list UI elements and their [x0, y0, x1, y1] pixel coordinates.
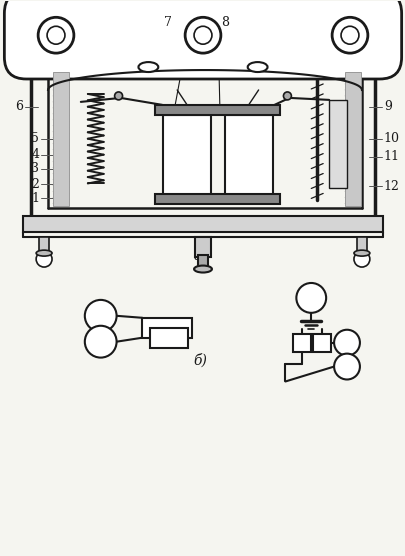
Text: К: К [95, 335, 106, 348]
Bar [198, 255, 207, 269]
Bar [224, 115, 272, 196]
Circle shape [283, 92, 291, 100]
Circle shape [36, 251, 52, 267]
Text: 3: 3 [31, 162, 39, 175]
Circle shape [47, 26, 65, 44]
Circle shape [331, 17, 367, 53]
Circle shape [185, 17, 220, 53]
Bar [53, 72, 69, 206]
Bar [356, 237, 366, 251]
Text: 11: 11 [383, 150, 399, 163]
Bar [328, 100, 346, 188]
Circle shape [333, 354, 359, 380]
Circle shape [194, 26, 211, 44]
Bar [344, 72, 360, 206]
Circle shape [38, 17, 74, 53]
Bar [23, 216, 382, 232]
Text: 2: 2 [31, 178, 39, 191]
Text: 9: 9 [383, 101, 391, 113]
Text: 8: 8 [220, 16, 228, 29]
Ellipse shape [194, 266, 211, 272]
Circle shape [114, 92, 122, 100]
Text: Б: Б [341, 361, 351, 372]
Ellipse shape [138, 62, 158, 72]
Text: 10: 10 [383, 132, 399, 145]
Text: К: К [95, 309, 106, 322]
Bar [39, 237, 49, 251]
Bar [142, 318, 192, 337]
Circle shape [333, 330, 359, 356]
Bar [313, 334, 330, 351]
Text: 1: 1 [31, 192, 39, 205]
Text: С: С [342, 337, 351, 348]
Circle shape [340, 26, 358, 44]
Text: а): а) [193, 249, 206, 263]
Bar [155, 195, 280, 205]
Ellipse shape [36, 250, 52, 256]
Text: 7: 7 [164, 16, 172, 29]
Text: б): б) [193, 354, 207, 368]
Bar [163, 115, 211, 196]
Bar [293, 334, 311, 351]
Circle shape [353, 251, 369, 267]
Circle shape [296, 283, 325, 313]
Circle shape [85, 300, 116, 332]
Circle shape [85, 326, 116, 358]
Text: КЗ: КЗ [301, 292, 320, 304]
Text: 6: 6 [15, 101, 23, 113]
Ellipse shape [247, 62, 267, 72]
Bar [150, 327, 188, 348]
FancyBboxPatch shape [4, 0, 401, 79]
Text: 12: 12 [383, 180, 399, 193]
Ellipse shape [353, 250, 369, 256]
Bar [194, 237, 211, 257]
Text: 5: 5 [31, 132, 39, 145]
Bar [155, 105, 280, 115]
Text: 4: 4 [31, 148, 39, 161]
